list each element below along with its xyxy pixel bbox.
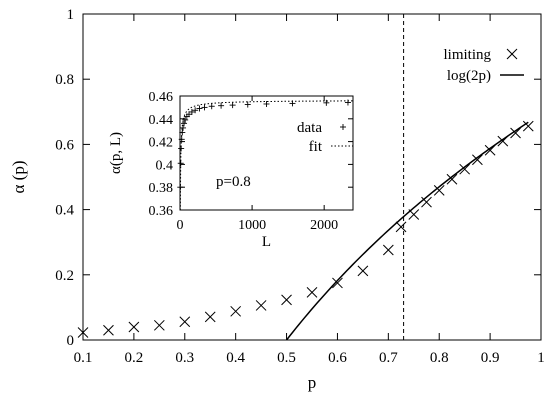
limiting-point bbox=[153, 319, 165, 331]
limiting-point bbox=[281, 294, 292, 306]
main-y-tick-label: 0.8 bbox=[55, 72, 74, 88]
inset-data-point bbox=[188, 108, 195, 115]
limiting-points bbox=[77, 120, 534, 338]
main-plot-frame bbox=[82, 13, 542, 341]
inset-legend-label-fit: fit bbox=[309, 139, 323, 155]
inset-legend: data fit bbox=[297, 120, 354, 155]
limiting-point bbox=[77, 327, 89, 338]
main-x-tick-label: 0.1 bbox=[74, 350, 93, 366]
inset-x-tick-label: 1000 bbox=[238, 218, 266, 233]
inset-y-tick-label: 0.42 bbox=[149, 136, 174, 151]
inset-data-point bbox=[201, 104, 208, 111]
limiting-point bbox=[446, 173, 458, 185]
limiting-point bbox=[459, 163, 471, 175]
main-x-tick-label: 0.7 bbox=[379, 350, 398, 366]
limiting-point bbox=[510, 127, 521, 139]
inset-data-point bbox=[196, 105, 203, 112]
main-y-axis-label: α (p) bbox=[9, 161, 28, 194]
inset-data-point bbox=[181, 120, 188, 127]
limiting-point bbox=[382, 244, 394, 256]
main-x-tick-label: 0.3 bbox=[175, 350, 194, 366]
limiting-point bbox=[103, 324, 114, 336]
main-y-tick-label: 0.6 bbox=[55, 137, 74, 153]
limiting-point bbox=[522, 120, 534, 132]
inset-legend-label-data: data bbox=[297, 120, 322, 136]
inset-data-point bbox=[179, 129, 186, 136]
main-x-tick-label: 0.4 bbox=[226, 350, 245, 366]
inset-y-tick-label: 0.36 bbox=[149, 204, 174, 219]
inset-data-point bbox=[323, 99, 330, 106]
main-x-tick-label: 0.5 bbox=[277, 350, 296, 366]
main-y-tick-label: 0 bbox=[67, 333, 75, 349]
main-x-tick-label: 1 bbox=[537, 350, 545, 366]
main-x-tick-label: 0.6 bbox=[328, 350, 347, 366]
legend-label-limiting: limiting bbox=[443, 47, 491, 63]
main-y-tick-label: 1 bbox=[67, 7, 75, 23]
main-x-tick-label: 0.9 bbox=[481, 350, 500, 366]
limiting-point bbox=[179, 316, 191, 328]
main-plot: 0.1 0.2 0.3 0.4 0.5 0.6 0.7 0.8 0.9 1 00.20.40.60… bbox=[9, 7, 545, 392]
limiting-point bbox=[306, 287, 318, 298]
limiting-point bbox=[395, 221, 407, 233]
inset-y-tick-label: 0.44 bbox=[149, 113, 174, 128]
inset-data-point bbox=[177, 160, 184, 167]
limiting-point bbox=[472, 154, 483, 166]
inset-data-point bbox=[177, 184, 184, 191]
inset-annotation: p=0.8 bbox=[216, 174, 251, 190]
legend-label-log2p: log(2p) bbox=[447, 68, 491, 84]
inset-data-point bbox=[208, 103, 215, 110]
main-x-tick-label: 0.2 bbox=[125, 350, 144, 366]
limiting-point bbox=[204, 311, 216, 323]
inset-data-point bbox=[344, 99, 351, 106]
inset-y-tick-label: 0.46 bbox=[149, 90, 174, 105]
main-y-tick-label: 0.2 bbox=[55, 268, 74, 284]
inset-y-axis-label: α(p, L) bbox=[108, 132, 124, 174]
inset-data-point bbox=[218, 102, 225, 109]
inset-data-point bbox=[229, 102, 236, 109]
main-legend: limiting log(2p) bbox=[443, 47, 524, 84]
inset-data-points bbox=[177, 99, 351, 191]
limiting-point bbox=[433, 185, 445, 196]
limiting-point bbox=[497, 135, 509, 147]
inset-y-ticks: 0.36 0.38 0.4 0.42 0.44 0.46 bbox=[149, 90, 353, 219]
inset-x-tick-label: 2000 bbox=[310, 218, 338, 233]
inset-legend-plus-marker bbox=[340, 124, 346, 130]
inset-x-tick-label: 0 bbox=[177, 218, 184, 233]
main-x-axis-label: p bbox=[308, 373, 317, 392]
inset-y-tick-label: 0.38 bbox=[149, 181, 174, 196]
limiting-point bbox=[255, 300, 267, 311]
limiting-point bbox=[484, 144, 496, 156]
inset-data-point bbox=[178, 136, 185, 143]
main-y-ticks: 0 0.2 0.4 0.6 0.8 1 bbox=[55, 7, 541, 349]
inset-data-point bbox=[244, 101, 251, 108]
inset-data-point bbox=[182, 116, 189, 123]
inset-fit-curve bbox=[179, 100, 354, 211]
limiting-point bbox=[408, 209, 420, 220]
main-x-ticks: 0.1 0.2 0.3 0.4 0.5 0.6 0.7 0.8 0.9 1 bbox=[74, 14, 545, 366]
log-2p-curve bbox=[285, 121, 529, 341]
inset-background bbox=[180, 96, 353, 210]
inset-x-axis-label: L bbox=[262, 234, 271, 250]
inset-data-point bbox=[180, 124, 187, 131]
limiting-point bbox=[332, 277, 343, 289]
main-y-tick-label: 0.4 bbox=[55, 203, 74, 219]
main-x-tick-label: 0.8 bbox=[430, 350, 449, 366]
inset-data-point bbox=[192, 107, 199, 114]
inset-legend-marker-data bbox=[340, 124, 346, 130]
legend-marker-limiting bbox=[506, 48, 518, 60]
inset-plot-frame bbox=[179, 95, 354, 211]
limiting-point bbox=[421, 196, 432, 208]
inset-y-tick-label: 0.4 bbox=[156, 158, 174, 173]
inset-data-point bbox=[263, 100, 270, 107]
limiting-point bbox=[357, 265, 369, 277]
inset-data-point bbox=[289, 100, 296, 107]
inset-plot: 0 1000 2000 0.36 0.38 0.4 0.42 0.44 0.46 L α(p,… bbox=[108, 90, 354, 250]
legend-cross-marker bbox=[506, 48, 518, 60]
inset-x-ticks: 0 1000 2000 bbox=[177, 96, 338, 233]
limiting-point bbox=[128, 321, 140, 333]
limiting-point bbox=[230, 305, 242, 317]
inset-data-point bbox=[178, 145, 185, 152]
